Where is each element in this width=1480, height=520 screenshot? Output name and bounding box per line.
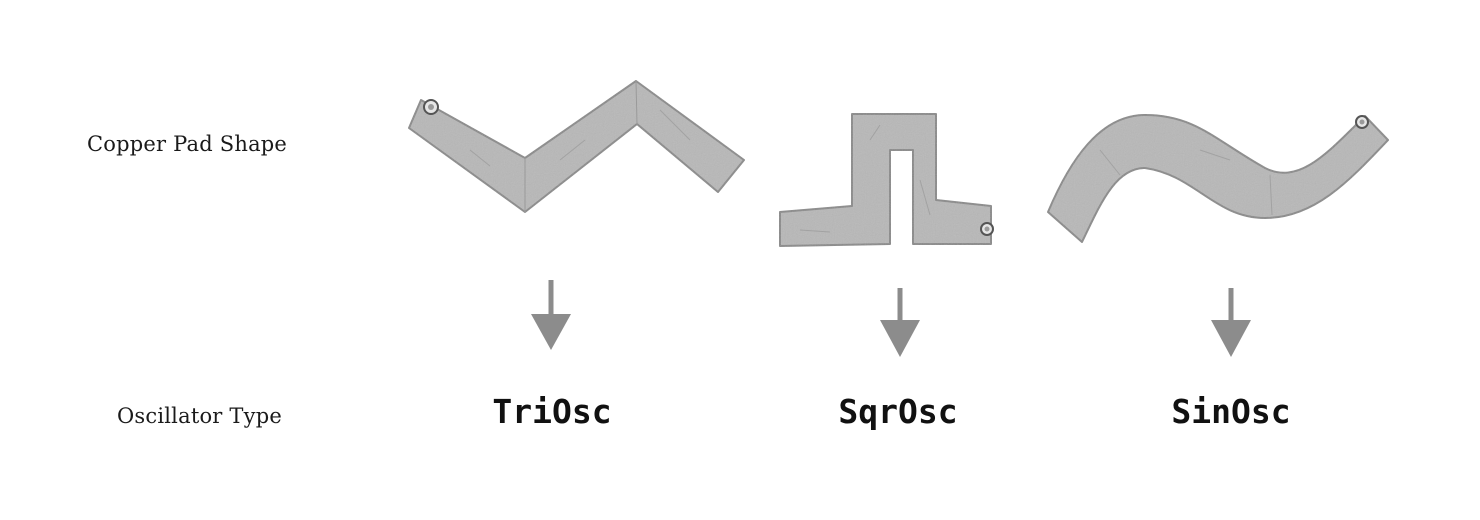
- copper-pad-shape-label: Copper Pad Shape: [87, 132, 288, 156]
- square-pad-rivet-icon: [980, 222, 994, 236]
- sine-pad-rivet-icon: [1355, 115, 1369, 129]
- square-pad-shape: [779, 113, 992, 247]
- down-arrow-icon: [1211, 288, 1251, 357]
- down-arrow-icon: [531, 280, 571, 350]
- triangle-pad-shape: [408, 80, 745, 213]
- oscillator-name-triosc: TriOsc: [492, 392, 612, 431]
- oscillator-type-label: Oscillator Type: [117, 404, 282, 428]
- down-arrow-icon: [880, 288, 920, 357]
- oscillator-name-sinosc: SinOsc: [1171, 392, 1291, 431]
- sine-pad-shape: [1047, 114, 1389, 243]
- oscillator-name-sqrosc: SqrOsc: [838, 392, 958, 431]
- triangle-pad-rivet-icon: [423, 99, 439, 115]
